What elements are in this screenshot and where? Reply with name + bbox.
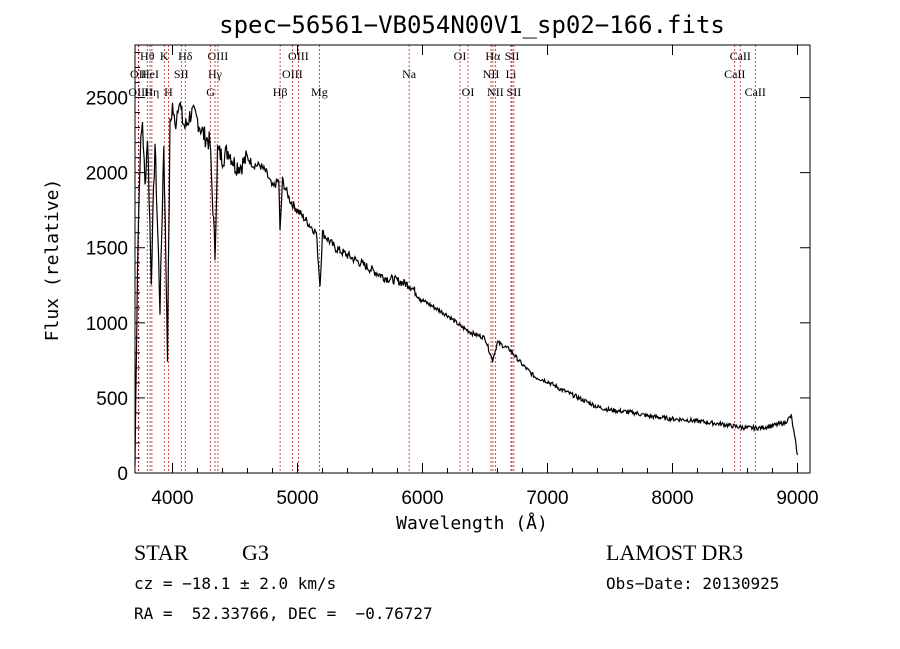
line-label-21: NII [487,85,504,99]
line-label-23: Li [506,67,517,81]
line-label-24: SII [507,85,522,99]
observation-date: Obs−Date: 20130925 [606,574,780,593]
plot-frame [134,44,811,474]
x-axis: 4000 5000 6000 7000 8000 9000 [151,45,819,509]
x-axis-label: Wavelength (Å) [396,512,548,534]
object-subclass: G3 [242,540,269,565]
y-axis-label: Flux (relative) [42,179,63,342]
line-label-0: Hθ [140,49,155,63]
y-tick-label-4: 2000 [86,164,128,185]
line-label-25: CaII [730,49,751,63]
line-label-12: Hβ [273,85,288,99]
x-tick-label-3: 7000 [526,488,568,509]
line-label-4: Hη [144,85,159,99]
y-tick-label-2: 1000 [86,314,128,335]
line-label-19: Hα [485,49,501,63]
line-label-16: Na [402,67,417,81]
line-label-8: Hδ [178,49,193,63]
x-tick-label-5: 9000 [776,488,818,509]
line-label-18: OI [462,85,475,99]
line-label-13: OIII [288,49,309,63]
y-tick-label-3: 1500 [86,239,128,260]
y-axis: 0 500 1000 1500 2000 2500 [86,52,810,485]
line-label-26: CaII [724,67,745,81]
line-label-22: SII [505,49,520,63]
line-label-15: Mg [311,85,328,99]
line-label-14: OIII [282,67,303,81]
x-tick-label-0: 4000 [151,488,193,509]
survey-name: LAMOST DR3 [606,540,744,565]
line-label-9: OIII [208,49,229,63]
spectrum-line [134,101,799,466]
x-tick-label-2: 6000 [401,488,443,509]
line-label-27: CaII [745,85,766,99]
line-label-20: NII [483,67,500,81]
x-tick-label-4: 8000 [651,488,693,509]
line-label-6: SII [174,67,189,81]
y-tick-label-0: 0 [117,464,128,485]
ra-dec: RA = 52.33766, DEC = −0.76727 [134,604,433,623]
line-label-10: Hγ [208,67,223,81]
redshift-cz: cz = −18.1 ± 2.0 km/s [134,574,337,593]
line-label-11: G [206,85,215,99]
line-label-5: K [160,49,169,63]
y-tick-label-1: 500 [96,389,128,410]
line-label-7: H [164,85,173,99]
y-tick-label-5: 2500 [86,89,128,110]
x-tick-label-1: 5000 [276,488,318,509]
line-label-2: OIII [128,85,149,99]
line-label-3: HeI [141,67,159,81]
chart-title: spec−56561−VB054N00V1_sp02−166.fits [219,11,725,39]
line-label-17: OI [454,49,467,63]
object-class: STAR [134,540,189,565]
